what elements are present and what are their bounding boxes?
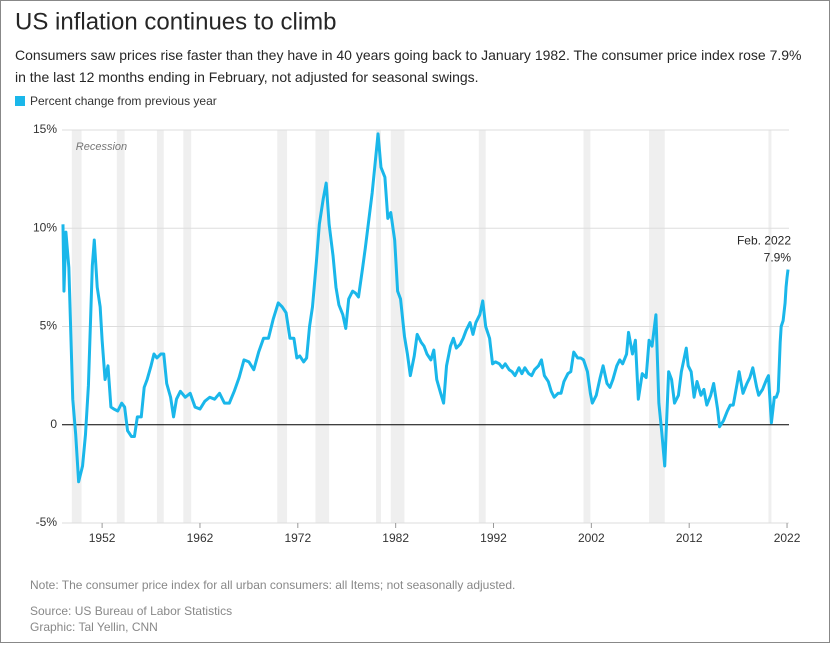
legend-label: Percent change from previous year <box>30 94 217 108</box>
annotation-text: Feb. 2022 <box>737 234 791 248</box>
annotation-value: 7.9% <box>764 251 792 265</box>
source: Source: US Bureau of Labor Statistics <box>30 604 232 618</box>
x-tick-label: 1972 <box>284 531 311 545</box>
series-line <box>61 132 790 484</box>
x-tick-label: 1982 <box>382 531 409 545</box>
x-tick-label: 2012 <box>676 531 703 545</box>
credit: Graphic: Tal Yellin, CNN <box>30 620 158 634</box>
note: Note: The consumer price index for all u… <box>30 578 515 592</box>
legend-swatch <box>15 96 25 106</box>
x-tick-label: 1962 <box>187 531 214 545</box>
y-tick-label: 5% <box>40 319 58 333</box>
y-tick-label: 15% <box>33 122 57 136</box>
chart-title: US inflation continues to climb <box>15 8 337 35</box>
x-tick-label: 2002 <box>578 531 605 545</box>
x-tick-label: 1952 <box>89 531 116 545</box>
recession-label: Recession <box>76 141 127 153</box>
y-tick-label: 10% <box>33 220 57 234</box>
y-tick-label: 0 <box>50 417 57 431</box>
subtitle: Consumers saw prices rise faster than th… <box>15 47 802 85</box>
y-tick-label: -5% <box>36 515 58 529</box>
x-tick-label: 2022 <box>774 531 801 545</box>
x-tick-label: 1992 <box>480 531 507 545</box>
